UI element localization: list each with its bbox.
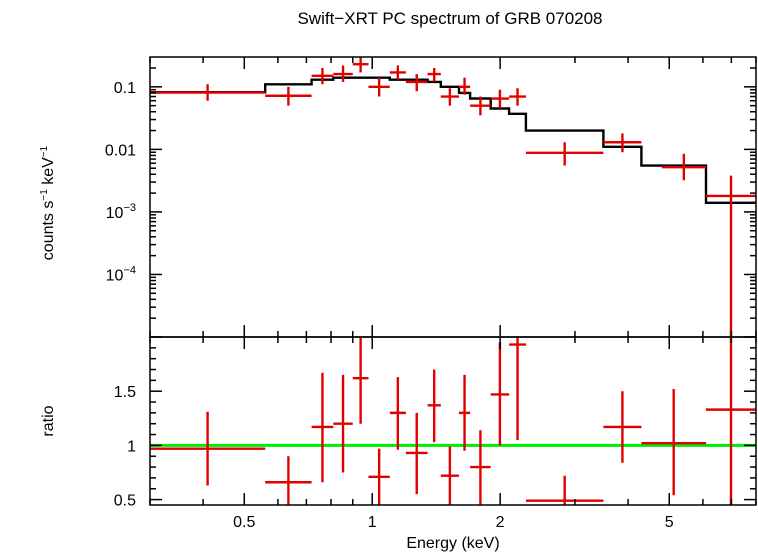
ratio-point: [525, 475, 604, 505]
spectrum-x-ticks: [149, 57, 757, 337]
spectrum-point: [458, 77, 471, 95]
spectrum-point: [427, 68, 441, 82]
spectrum-data-points: [150, 57, 756, 337]
spectrum-point: [150, 84, 266, 101]
ratio-y-tick-label: 0.5: [114, 493, 136, 510]
x-tick-label: 2: [496, 514, 505, 531]
model-curve: [150, 76, 756, 204]
ratio-y-axis-label: ratio: [40, 405, 57, 436]
spectrum-point: [509, 88, 526, 106]
ratio-point: [368, 448, 390, 505]
spectrum-point: [389, 65, 406, 80]
ratio-point: [311, 372, 334, 483]
ratio-point: [458, 374, 471, 451]
ratio-point: [389, 377, 406, 450]
ratio-y-tick-label: 1: [127, 438, 136, 455]
ratio-point: [150, 411, 266, 486]
ratio-point: [490, 342, 510, 446]
spectrum-point: [490, 89, 510, 109]
ratio-point: [405, 412, 428, 495]
ratio-data-points: [150, 337, 756, 505]
spectrum-y-tick-label: 0.1: [114, 80, 136, 97]
spectrum-point: [525, 142, 604, 166]
spectrum-point: [333, 65, 353, 82]
ratio-point: [470, 430, 491, 505]
x-tick-label: 0.5: [233, 514, 255, 531]
spectrum-point: [661, 153, 706, 181]
ratio-point: [440, 446, 459, 505]
ratio-point: [333, 374, 353, 473]
ratio-point: [705, 337, 756, 505]
ratio-point: [641, 389, 706, 496]
spectrum-point: [311, 68, 334, 85]
ratio-point: [603, 391, 642, 463]
ratio-y-axis: 0.5 1 1.5: [114, 347, 756, 510]
ratio-point: [427, 369, 441, 443]
spectrum-panel: 0.1 0.01 10−3 10−4 counts s−1 keV−1: [39, 56, 757, 338]
spectrum-point: [265, 86, 312, 106]
ratio-frame: [149, 336, 757, 506]
spectrum-point: [440, 88, 459, 106]
x-axis-label: Energy (keV): [406, 535, 499, 552]
x-tick-label: 1: [368, 514, 377, 531]
spectrum-y-axis-label: counts s−1 keV−1: [39, 145, 57, 260]
spectrum-y-tick-label: 10−4: [106, 264, 136, 284]
spectrum-point: [603, 133, 642, 153]
spectrum-point: [470, 96, 491, 116]
spectrum-point: [705, 175, 756, 337]
ratio-x-axis: 0.5 1 2 5: [149, 337, 757, 531]
spectrum-point: [405, 74, 428, 92]
spectrum-point: [368, 77, 390, 97]
x-tick-label: 5: [665, 514, 674, 531]
spectrum-frame: [149, 56, 757, 338]
spectrum-point: [352, 57, 369, 73]
ratio-point: [509, 337, 526, 440]
ratio-point: [352, 337, 369, 424]
spectrum-y-tick-label: 0.01: [105, 142, 136, 159]
ratio-point: [265, 456, 312, 505]
ratio-y-tick-label: 1.5: [114, 384, 136, 401]
spectrum-y-axis: 0.1 0.01 10−3 10−4: [105, 67, 756, 338]
spectrum-y-tick-label: 10−3: [106, 202, 136, 222]
chart-title: Swift−XRT PC spectrum of GRB 070208: [297, 9, 602, 28]
ratio-panel: 0.5 1 1.5 0.5 1 2 5 ratio Energy (keV): [40, 336, 757, 552]
model-step-line: [150, 76, 756, 204]
